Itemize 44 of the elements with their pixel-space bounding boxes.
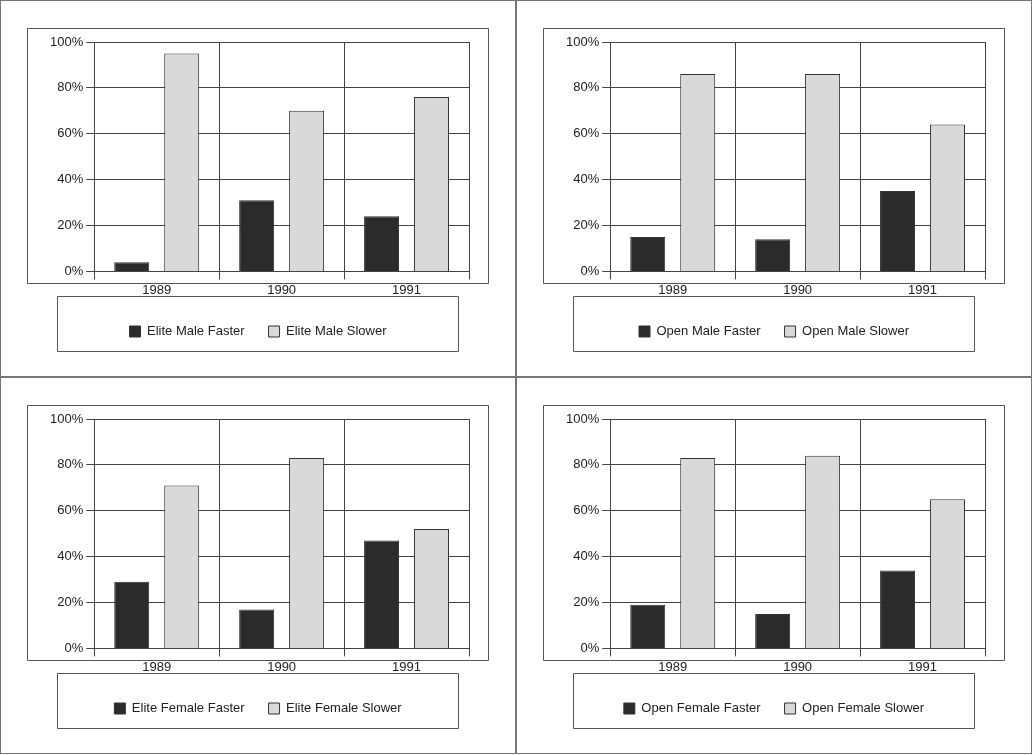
x-tick-label: 1991 bbox=[908, 658, 937, 674]
x-tick-label: 1989 bbox=[658, 281, 688, 297]
legend-label: Open Female Faster bbox=[641, 699, 762, 715]
y-tick-label: 40% bbox=[57, 170, 84, 186]
y-tick-label: 0% bbox=[580, 262, 600, 278]
legend-label: Elite Male Faster bbox=[147, 322, 246, 338]
y-tick-label: 100% bbox=[566, 410, 600, 426]
y-tick-label: 60% bbox=[57, 501, 84, 517]
x-tick-label: 1990 bbox=[267, 281, 297, 297]
y-tick-label: 100% bbox=[566, 33, 600, 49]
x-tick-label: 1990 bbox=[783, 658, 813, 674]
x-tick-label: 1989 bbox=[142, 281, 172, 297]
y-tick-label: 0% bbox=[64, 262, 84, 278]
y-tick-label: 20% bbox=[573, 593, 600, 609]
legend-label: Elite Female Slower bbox=[286, 699, 403, 715]
y-tick-label: 60% bbox=[57, 124, 84, 140]
y-tick-label: 20% bbox=[57, 216, 84, 232]
y-tick-label: 100% bbox=[50, 410, 84, 426]
x-tick-label: 1989 bbox=[658, 658, 688, 674]
x-tick-label: 1990 bbox=[783, 281, 813, 297]
y-tick-label: 80% bbox=[573, 455, 600, 471]
y-tick-label: 40% bbox=[57, 547, 84, 563]
y-tick-label: 60% bbox=[573, 501, 600, 517]
y-tick-label: 60% bbox=[573, 124, 600, 140]
x-tick-label: 1991 bbox=[392, 658, 421, 674]
x-tick-label: 1991 bbox=[392, 281, 421, 297]
y-tick-label: 80% bbox=[573, 78, 600, 94]
y-tick-label: 0% bbox=[580, 639, 600, 655]
y-tick-label: 0% bbox=[64, 639, 84, 655]
y-tick-label: 40% bbox=[573, 170, 600, 186]
x-tick-label: 1989 bbox=[142, 658, 172, 674]
y-tick-label: 100% bbox=[50, 33, 84, 49]
y-tick-label: 20% bbox=[57, 593, 84, 609]
y-tick-label: 80% bbox=[57, 78, 84, 94]
legend-label: Open Male Slower bbox=[802, 322, 910, 338]
y-tick-label: 40% bbox=[573, 547, 600, 563]
legend-label: Elite Male Slower bbox=[286, 322, 388, 338]
y-tick-label: 20% bbox=[573, 216, 600, 232]
legend-label: Elite Female Faster bbox=[131, 699, 246, 715]
legend-label: Open Male Faster bbox=[656, 322, 762, 338]
x-tick-label: 1991 bbox=[908, 281, 937, 297]
y-tick-label: 80% bbox=[57, 455, 84, 471]
legend-label: Open Female Slower bbox=[802, 699, 925, 715]
x-tick-label: 1990 bbox=[267, 658, 297, 674]
